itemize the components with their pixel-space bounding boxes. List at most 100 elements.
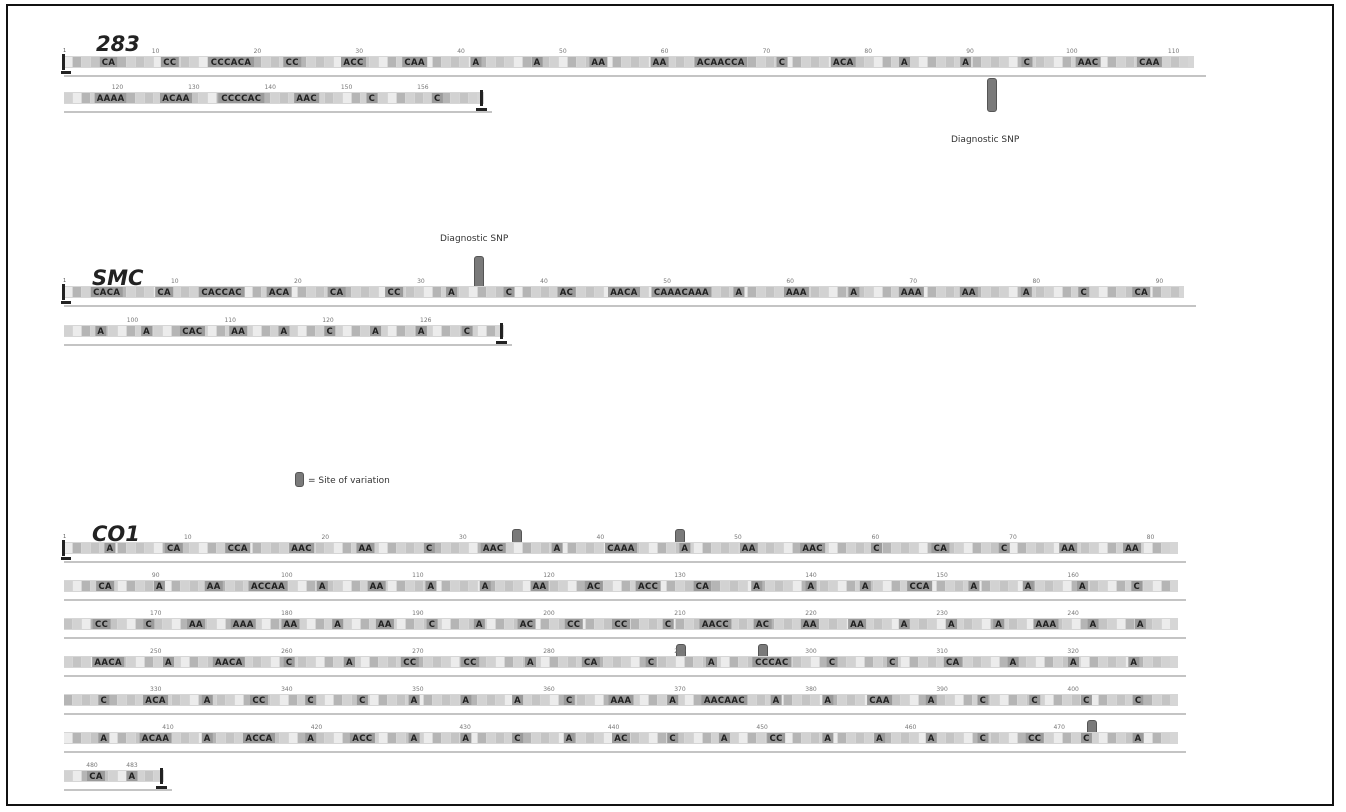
sequence-base-block xyxy=(730,543,738,553)
sequence-base-block xyxy=(262,657,270,667)
sequence-base-block xyxy=(964,733,972,743)
sequence-base-block xyxy=(973,543,981,553)
base-letters: A xyxy=(165,658,172,668)
base-group-block xyxy=(99,57,118,67)
sequence-base-block xyxy=(532,619,540,629)
sequence-base-block xyxy=(190,57,198,67)
base-group-block xyxy=(667,733,679,743)
base-group-block xyxy=(898,619,910,629)
sequence-base-block xyxy=(136,619,144,629)
base-letters: AAA xyxy=(611,696,632,706)
sequence-base-block xyxy=(721,657,729,667)
sequence-base-block xyxy=(1000,57,1008,67)
base-letters: A xyxy=(1135,734,1142,744)
base-letters: A xyxy=(721,734,728,744)
sequence-base-block xyxy=(469,619,477,629)
sequence-base-block xyxy=(226,581,234,591)
sequence-base-block xyxy=(568,581,576,591)
sequence-base-block xyxy=(496,657,504,667)
sequence-base-block xyxy=(676,733,684,743)
base-letters: A xyxy=(346,658,353,668)
sequence-base-block xyxy=(82,733,90,743)
base-group-block xyxy=(557,287,576,297)
sequence-base-block xyxy=(496,695,504,705)
base-group-block xyxy=(218,93,265,103)
sequence-base-block xyxy=(82,326,90,336)
sequence-base-block xyxy=(514,657,522,667)
sequence-base-block xyxy=(901,733,909,743)
sequence-base-block xyxy=(172,695,180,705)
base-letters: A xyxy=(204,734,211,744)
base-letters: C xyxy=(1135,696,1142,706)
base-letters: AAC xyxy=(1078,58,1099,68)
sequence-base-block xyxy=(1144,657,1152,667)
sequence-base-block xyxy=(217,543,225,553)
sequence-base-block xyxy=(262,543,270,553)
sequence-base-block xyxy=(532,543,540,553)
end-underline xyxy=(156,786,167,789)
base-letters: AA xyxy=(962,288,976,298)
start-underline xyxy=(61,301,71,304)
sequence-base-block xyxy=(109,619,117,629)
sequence-base-block xyxy=(127,695,135,705)
sequence-base-block xyxy=(64,543,72,553)
start-underline xyxy=(61,71,71,74)
sequence-base-block xyxy=(730,619,738,629)
sequence-base-block xyxy=(550,581,558,591)
base-group-block xyxy=(356,543,375,553)
sequence-base-block xyxy=(604,657,612,667)
sequence-base-block xyxy=(253,287,261,297)
base-letters: C xyxy=(464,327,471,337)
base-letters: CACCAC xyxy=(201,288,242,298)
base-letters: A xyxy=(97,327,104,337)
base-group-block xyxy=(925,695,937,705)
base-letters: ACA xyxy=(833,58,854,68)
sequence-base-block xyxy=(631,695,639,705)
base-letters: A xyxy=(204,696,211,706)
base-group-block xyxy=(512,733,524,743)
sequence-base-block xyxy=(775,581,783,591)
sequence-base-block xyxy=(991,733,999,743)
base-group-block xyxy=(1128,657,1140,667)
base-group-block xyxy=(563,695,575,705)
base-letters: A xyxy=(472,58,479,68)
sequence-base-block xyxy=(478,733,486,743)
sequence-base-block xyxy=(442,619,450,629)
sequence-end-marker xyxy=(160,768,163,784)
base-group-block xyxy=(281,619,300,629)
base-letters: A xyxy=(427,582,434,592)
section-title-283: 283 xyxy=(96,32,140,56)
sequence-base-block xyxy=(136,695,144,705)
base-letters: A xyxy=(534,58,541,68)
sequence-base-block xyxy=(487,581,495,591)
sequence-base-block xyxy=(1108,581,1116,591)
base-letters: A xyxy=(1010,658,1017,668)
sequence-base-block xyxy=(865,543,873,553)
sequence-base-block xyxy=(919,543,927,553)
sequence-base-block xyxy=(928,619,936,629)
sequence-base-block xyxy=(271,326,279,336)
sequence-base-block xyxy=(496,619,504,629)
base-letters: A xyxy=(1070,658,1077,668)
sequence-base-block xyxy=(550,695,558,705)
sequence-base-block xyxy=(208,543,216,553)
sequence-base-block xyxy=(352,695,360,705)
sequence-base-block xyxy=(1054,581,1062,591)
base-letters: AAC xyxy=(291,544,312,554)
sequence-base-block xyxy=(712,733,720,743)
base-group-block xyxy=(201,733,213,743)
sequence-base-block xyxy=(352,326,360,336)
sequence-base-block xyxy=(406,93,414,103)
sequence-base-block xyxy=(82,543,90,553)
base-letters: C xyxy=(514,734,521,744)
sequence-base-block xyxy=(496,733,504,743)
sequence-base-block xyxy=(298,57,306,67)
base-group-block xyxy=(805,581,817,591)
base-letters: A xyxy=(681,544,688,554)
sequence-base-block xyxy=(1126,287,1134,297)
sequence-base-block xyxy=(73,619,81,629)
sequence-base-block xyxy=(937,287,945,297)
sequence-base-block xyxy=(172,581,180,591)
sequence-base-block xyxy=(658,657,666,667)
sequence-base-block xyxy=(865,57,873,67)
